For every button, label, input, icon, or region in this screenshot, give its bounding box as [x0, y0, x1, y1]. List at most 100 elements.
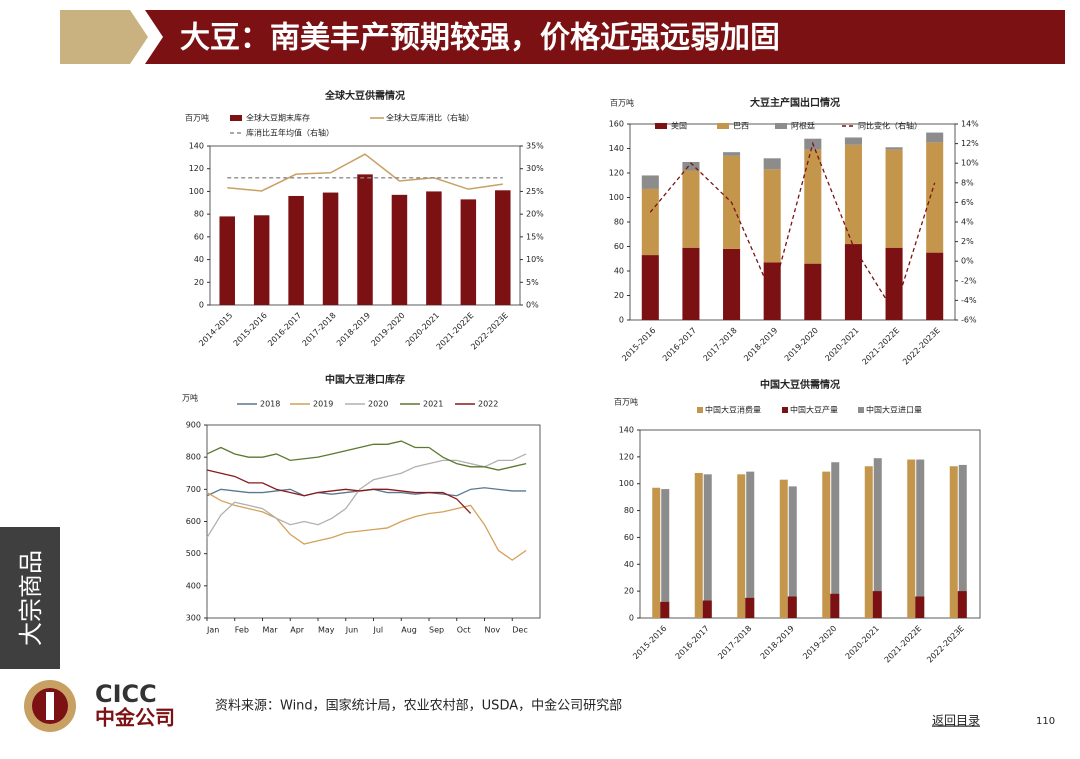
- y2-tick-label: 0%: [961, 257, 974, 266]
- y2-tick-label: 6%: [961, 198, 974, 207]
- bar: [682, 247, 700, 320]
- y-tick-label: 40: [194, 255, 204, 264]
- y-axis-label: 百万吨: [614, 397, 638, 407]
- bar: [682, 161, 700, 171]
- y2-tick-label: 10%: [961, 159, 979, 168]
- y-tick-label: 20: [614, 291, 624, 300]
- legend-label: 2019: [313, 400, 333, 409]
- series-line: [206, 491, 527, 561]
- y-tick-label: 20: [194, 278, 204, 287]
- legend-swatch: [697, 407, 703, 413]
- bar: [703, 474, 712, 618]
- bar: [661, 489, 670, 618]
- y-axis-label: 万吨: [182, 393, 198, 403]
- x-tick-label: 2017-2018: [702, 326, 739, 363]
- legend-label: 2021: [423, 400, 443, 409]
- bar: [288, 195, 304, 305]
- y-tick-label: 0: [629, 614, 634, 623]
- x-tick-label: Aug: [401, 626, 417, 635]
- x-tick-label: 2016-2017: [674, 624, 711, 661]
- bar: [830, 593, 840, 618]
- x-tick-label: Jan: [206, 626, 219, 635]
- chart-title: 全球大豆供需情况: [324, 89, 405, 102]
- x-tick-label: 2019-2020: [369, 311, 406, 348]
- y-tick-label: 60: [194, 232, 204, 241]
- y2-tick-label: 2%: [961, 237, 974, 246]
- y-tick-label: 120: [189, 164, 204, 173]
- legend-swatch: [230, 115, 242, 121]
- bar: [885, 247, 903, 320]
- bar: [357, 174, 373, 305]
- y2-tick-label: -6%: [961, 316, 977, 325]
- x-tick-label: 2017-2018: [716, 624, 753, 661]
- y2-tick-label: 12%: [961, 139, 979, 148]
- bar: [822, 471, 831, 618]
- y2-tick-label: 8%: [961, 178, 974, 187]
- y-tick-label: 0: [199, 301, 204, 310]
- bar: [844, 244, 862, 320]
- series-line: [206, 453, 527, 538]
- bar: [916, 459, 925, 618]
- y2-tick-label: 25%: [526, 187, 544, 196]
- bar: [641, 255, 659, 320]
- legend-label: 全球大豆库消比（右轴）: [386, 113, 474, 123]
- y-tick-label: 120: [619, 452, 634, 461]
- logo-mark: [46, 692, 54, 720]
- y-tick-label: 60: [624, 533, 634, 542]
- header-bar: [145, 10, 1065, 64]
- bar: [737, 474, 746, 618]
- y-tick-label: 100: [609, 193, 624, 202]
- bar: [253, 215, 270, 305]
- series-line: [206, 440, 527, 471]
- back-link[interactable]: 返回目录: [932, 714, 980, 728]
- series-line: [206, 487, 527, 497]
- x-tick-label: 2015-2016: [232, 311, 269, 348]
- y2-tick-label: 14%: [961, 120, 979, 129]
- bar: [872, 591, 882, 618]
- x-tick-label: 2018-2019: [759, 624, 796, 661]
- x-tick-label: May: [318, 626, 335, 635]
- bar: [787, 596, 797, 618]
- x-tick-label: 2020-2021: [823, 326, 860, 363]
- sidebar-label: 大宗商品: [17, 550, 45, 646]
- y2-tick-label: -2%: [961, 276, 977, 285]
- y2-tick-label: 30%: [526, 164, 544, 173]
- x-tick-label: Jul: [373, 626, 384, 635]
- x-tick-label: Feb: [235, 626, 249, 635]
- plot-frame: [639, 429, 981, 619]
- bar: [745, 597, 755, 618]
- bar: [723, 152, 741, 156]
- chart-title: 大豆主产国出口情况: [750, 96, 840, 109]
- bar: [219, 216, 235, 305]
- x-tick-label: Dec: [512, 626, 527, 635]
- chart-title: 中国大豆供需情况: [760, 378, 840, 391]
- bar: [763, 169, 781, 263]
- bar: [763, 158, 781, 170]
- bar: [926, 252, 944, 320]
- y2-tick-label: 0%: [526, 301, 539, 310]
- bar: [641, 188, 659, 256]
- x-tick-label: Mar: [263, 626, 279, 635]
- bar: [926, 142, 944, 253]
- bar: [957, 591, 967, 618]
- legend-label: 2018: [260, 400, 280, 409]
- y-tick-label: 0: [619, 316, 624, 325]
- legend-swatch: [782, 407, 788, 413]
- series-line: [206, 469, 472, 514]
- bar: [495, 190, 511, 305]
- legend-label: 中国大豆产量: [790, 405, 838, 415]
- legend-label: 美国: [671, 121, 687, 131]
- bar: [926, 132, 944, 143]
- legend-label: 库消比五年均值（右轴）: [246, 128, 334, 138]
- x-tick-label: Jun: [345, 626, 359, 635]
- y-tick-label: 600: [186, 517, 201, 526]
- source-note: 资料来源：Wind，国家统计局，农业农村部，USDA，中金公司研究部: [215, 698, 622, 714]
- legend-swatch: [655, 123, 667, 129]
- legend-swatch: [717, 123, 729, 129]
- y-tick-label: 60: [614, 242, 624, 251]
- x-tick-label: 2016-2017: [661, 326, 698, 363]
- y-tick-label: 400: [186, 581, 201, 590]
- legend-label: 2022: [478, 400, 498, 409]
- y2-tick-label: 15%: [526, 232, 544, 241]
- bar: [873, 458, 882, 618]
